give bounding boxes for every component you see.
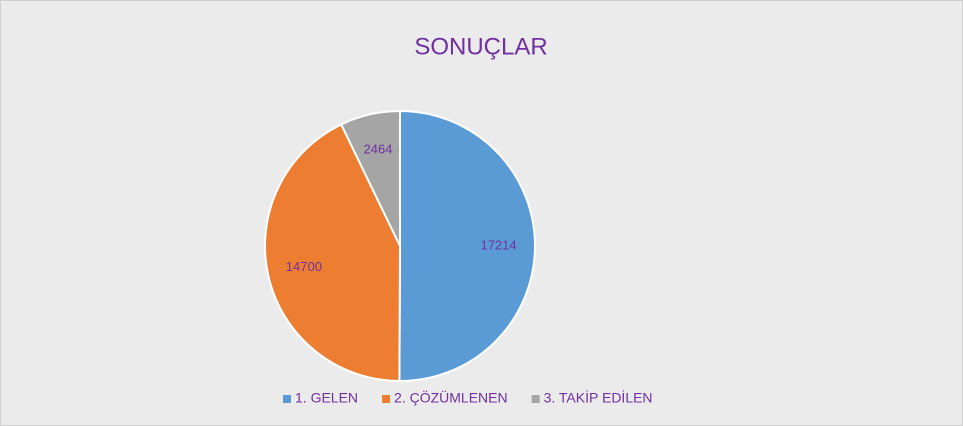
data-label: 14700 (286, 259, 322, 274)
pie-slice (264, 123, 402, 383)
data-label: 17214 (480, 238, 516, 253)
chart-title: SONUÇLAR (414, 33, 547, 60)
pie-slice (398, 109, 536, 382)
legend-label: 1. GELEN (295, 390, 358, 406)
legend-marker (531, 395, 540, 403)
data-label: 2464 (364, 141, 393, 156)
legend-marker (382, 395, 391, 403)
legend-label: 3. TAKİP EDİLEN (544, 389, 653, 406)
legend-marker (283, 395, 291, 403)
pie-slice (339, 109, 401, 247)
legend-label: 2. ÇÖZÜMLENEN (394, 389, 508, 406)
